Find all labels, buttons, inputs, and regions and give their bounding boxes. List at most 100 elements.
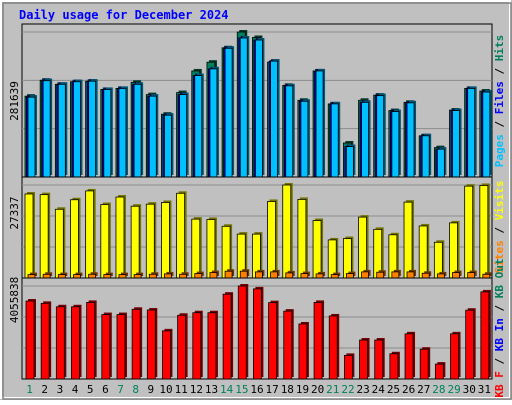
bar-pages-day-29 [452,110,460,178]
legend-kbf: KB F [493,371,506,398]
bar-kbf-day-7 [116,314,126,380]
bar-pages-day-27 [421,135,430,178]
x-tick-label-day-21: 21 [326,383,339,396]
bar-kbf-day-2 [40,302,50,380]
bar-visits-day-23 [358,216,367,279]
bar-visits-day-12 [191,218,201,279]
bar-kbf-day-21 [328,315,338,380]
panel-kbytes-side-legend: KB F / KB In / KB Out [493,258,506,397]
x-tick-label-day-30: 30 [463,383,476,396]
legend-kbin: KB In [493,318,506,351]
x-tick-label-day-3: 3 [57,383,64,396]
bar-pages-day-15 [239,37,248,178]
bar-kbf-day-11 [177,314,187,380]
bar-sites-day-4 [73,274,81,279]
x-tick-label-day-16: 16 [250,383,263,396]
x-tick-label-day-10: 10 [159,383,172,396]
bar-visits-day-1 [24,193,34,279]
panel-hits-bars [24,30,492,178]
bar-kbf-day-18 [283,310,293,380]
x-tick-label-day-6: 6 [102,383,109,396]
bar-pages-day-19 [300,100,309,178]
x-tick-label-day-24: 24 [372,383,386,396]
bar-sites-day-14 [224,270,233,279]
bar-visits-day-4 [70,199,79,279]
bar-pages-day-10 [164,114,172,178]
bar-sites-day-2 [42,273,51,279]
bar-sites-day-23 [361,271,369,279]
x-tick-label-day-29: 29 [447,383,460,396]
bar-kbf-day-30 [465,309,475,380]
bar-kbf-day-19 [298,323,308,380]
bar-pages-day-18 [285,85,294,178]
bar-sites-day-6 [103,274,112,279]
bar-kbf-day-25 [389,353,399,380]
x-tick-label-day-17: 17 [266,383,279,396]
bar-sites-day-27 [421,272,430,279]
x-tick-label-day-28: 28 [432,383,445,396]
bar-pages-day-17 [270,60,278,178]
bar-visits-day-20 [312,220,322,279]
bar-kbf-day-14 [222,293,232,380]
bar-sites-day-17 [270,271,278,279]
bar-visits-day-11 [176,192,186,279]
bar-kbf-day-13 [207,312,217,380]
panel-hits-side-legend: Pages / Files / Hits [493,35,506,168]
bar-kbf-day-8 [131,308,141,380]
bar-sites-day-7 [118,274,127,279]
bar-visits-day-2 [39,194,49,279]
bar-sites-day-29 [452,272,460,279]
legend-files: Files [493,81,506,114]
chart-title: Daily usage for December 2024 [19,8,229,22]
bar-kbf-day-26 [404,333,414,380]
legend-hits: Hits [493,35,506,62]
bar-kbf-day-20 [313,302,323,380]
bar-pages-day-14 [224,47,233,178]
x-tick-label-day-12: 12 [190,383,203,396]
bar-pages-day-4 [73,81,81,178]
x-tick-label-day-19: 19 [296,383,309,396]
bar-sites-day-9 [148,273,157,279]
bar-pages-day-5 [88,80,97,178]
outer-border-dark [2,2,512,400]
bar-kbf-day-23 [359,339,368,380]
bar-kbf-day-28 [434,363,444,380]
bar-visits-day-6 [100,204,110,279]
bar-visits-day-26 [403,201,413,279]
bar-kbf-day-12 [192,312,202,380]
bar-visits-day-30 [464,185,474,279]
x-tick-label-day-22: 22 [341,383,354,396]
legend-pages: Pages [493,134,506,167]
bar-visits-day-31 [479,185,489,279]
bar-visits-day-27 [418,225,428,279]
bar-pages-day-9 [148,95,157,178]
bar-pages-day-25 [391,111,400,178]
bar-sites-day-13 [209,272,218,279]
bar-visits-day-3 [54,208,64,279]
bar-pages-day-31 [482,91,491,178]
bar-kbf-day-16 [253,288,262,380]
bar-kbf-day-6 [101,314,111,380]
bar-pages-day-3 [57,83,66,178]
bar-pages-day-21 [330,103,339,178]
x-tick-label-day-4: 4 [72,383,79,396]
bar-kbf-day-4 [71,306,80,380]
bar-sites-day-31 [482,273,491,279]
bar-visits-day-5 [85,190,95,279]
x-tick-label-day-26: 26 [402,383,415,396]
bar-sites-day-25 [391,271,400,279]
bar-pages-day-6 [103,89,112,178]
bar-pages-day-30 [467,88,476,178]
bar-visits-day-7 [115,196,125,279]
bar-sites-day-30 [467,272,476,279]
legend-kbout: KB Out [493,258,506,298]
bar-kbf-day-15 [237,285,247,380]
bar-pages-day-16 [255,39,263,178]
bar-sites-day-22 [345,273,354,279]
bar-sites-day-1 [27,274,36,279]
bar-kbf-day-5 [86,302,96,380]
x-tick-label-day-1: 1 [26,383,33,396]
bar-visits-day-9 [145,203,155,279]
x-tick-label-day-2: 2 [41,383,48,396]
